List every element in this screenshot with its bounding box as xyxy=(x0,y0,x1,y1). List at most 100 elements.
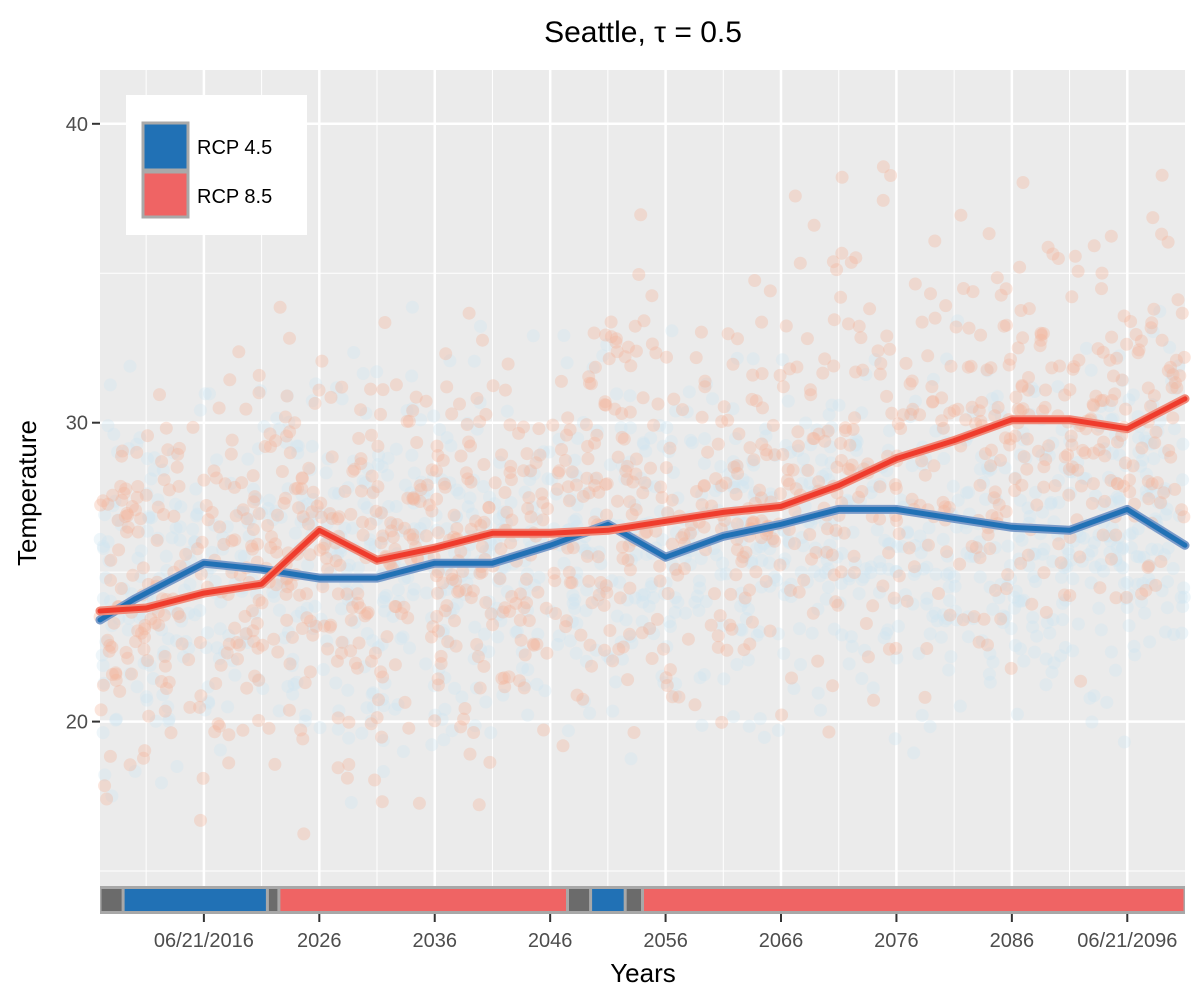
scatter-point xyxy=(1021,501,1035,515)
scatter-point xyxy=(159,421,173,435)
legend-label-rcp85: RCP 8.5 xyxy=(197,186,272,208)
scatter-point xyxy=(621,673,635,687)
scatter-point xyxy=(517,420,530,434)
scatter-point xyxy=(668,689,682,703)
scatter-point xyxy=(842,572,856,586)
scatter-point xyxy=(1008,639,1022,652)
scatter-point xyxy=(341,481,355,495)
scatter-point xyxy=(657,642,670,656)
scatter-point xyxy=(977,476,990,490)
scatter-point xyxy=(1119,459,1133,473)
scatter-point xyxy=(1013,493,1027,507)
scatter-point xyxy=(719,476,733,490)
scatter-point xyxy=(711,629,725,643)
scatter-point xyxy=(497,505,511,519)
scatter-point xyxy=(494,542,508,556)
scatter-point xyxy=(881,623,895,637)
scatter-point xyxy=(360,701,374,715)
scatter-point xyxy=(988,409,1002,423)
scatter-point xyxy=(477,659,491,673)
scatter-point xyxy=(1149,578,1163,592)
scatter-point xyxy=(844,255,858,269)
scatter-point xyxy=(796,452,810,466)
scatter-point xyxy=(368,539,382,553)
scatter-point xyxy=(906,597,920,611)
scatter-point xyxy=(279,436,293,449)
scatter-point xyxy=(1173,369,1187,383)
scatter-point xyxy=(381,451,395,465)
scatter-point xyxy=(948,579,962,593)
scatter-point xyxy=(1045,665,1059,679)
scatter-point xyxy=(458,546,472,560)
scatter-point xyxy=(414,475,428,489)
scatter-point xyxy=(1104,645,1118,659)
scatter-point xyxy=(930,614,944,628)
scatter-point xyxy=(857,570,871,584)
scatter-point xyxy=(1153,304,1167,318)
scatter-point xyxy=(407,466,421,480)
scatter-point xyxy=(351,587,365,601)
scatter-point xyxy=(549,607,562,620)
scatter-point xyxy=(138,618,152,632)
scatter-point xyxy=(109,712,123,726)
scatter-point xyxy=(660,679,674,692)
scatter-point xyxy=(1026,611,1040,624)
scatter-point xyxy=(376,595,390,609)
scatter-point xyxy=(325,512,339,525)
scatter-point xyxy=(697,479,711,492)
scatter-point xyxy=(131,551,145,565)
scatter-point xyxy=(745,392,759,406)
scatter-point xyxy=(714,460,728,473)
scatter-point xyxy=(257,420,271,433)
scatter-point xyxy=(849,251,863,265)
scatter-point xyxy=(822,580,835,594)
scatter-point xyxy=(992,591,1006,605)
scatter-point xyxy=(532,422,546,436)
scatter-point xyxy=(805,552,818,566)
scatter-point xyxy=(1087,536,1101,550)
scatter-point xyxy=(791,439,805,453)
scatter-point xyxy=(398,478,412,492)
scatter-point xyxy=(600,477,614,491)
scatter-point xyxy=(659,461,673,475)
x-tick-label: 2056 xyxy=(643,930,688,952)
scatter-point xyxy=(1120,600,1134,614)
scatter-point xyxy=(829,595,843,609)
scatter-point xyxy=(579,604,593,618)
scatter-point xyxy=(638,476,652,490)
scatter-point xyxy=(757,730,771,744)
scatter-point xyxy=(208,574,222,588)
scatter-point xyxy=(713,609,727,623)
scatter-point xyxy=(420,478,434,492)
scatter-point xyxy=(777,588,791,602)
scatter-point xyxy=(983,675,997,689)
scatter-point xyxy=(366,634,380,648)
scatter-point xyxy=(425,611,439,625)
y-tick-label: 30 xyxy=(66,413,88,435)
scatter-point xyxy=(319,551,333,565)
scatter-point xyxy=(935,391,949,405)
scatter-point xyxy=(351,661,364,675)
scatter-point xyxy=(731,332,744,346)
scatter-point xyxy=(302,512,316,526)
scatter-point xyxy=(574,628,588,642)
scatter-point xyxy=(1063,434,1077,448)
scatter-point xyxy=(1163,340,1177,354)
scatter-point xyxy=(766,418,780,432)
scatter-point xyxy=(513,587,527,601)
scatter-point xyxy=(775,708,789,722)
scatter-point xyxy=(1158,484,1172,498)
scatter-point xyxy=(906,402,920,416)
scatter-point xyxy=(1144,321,1158,335)
scatter-point xyxy=(188,535,202,549)
scatter-point xyxy=(104,573,117,587)
scatter-point xyxy=(837,526,851,540)
scatter-point xyxy=(1175,626,1189,640)
scatter-point xyxy=(364,517,378,531)
scatter-point xyxy=(360,607,374,621)
scatter-point xyxy=(469,514,483,528)
scatter-point xyxy=(1132,431,1145,445)
scatter-point xyxy=(321,452,335,466)
scatter-point xyxy=(157,508,170,521)
scatter-point xyxy=(162,714,175,728)
